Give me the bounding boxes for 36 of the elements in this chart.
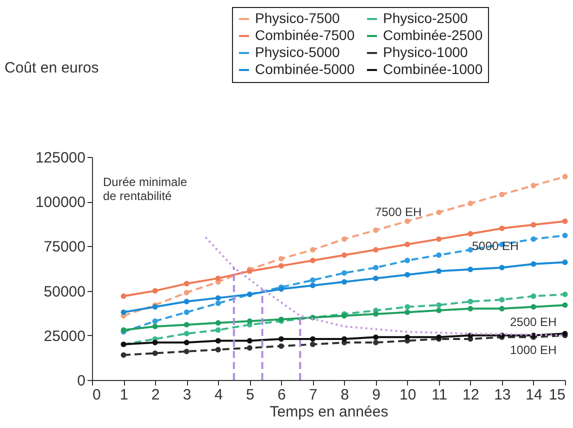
x-tick-label: 7 xyxy=(309,386,318,404)
x-tick-label: 3 xyxy=(182,386,192,404)
x-tick-label: 10 xyxy=(399,386,416,404)
legend-label: Combinée-5000 xyxy=(255,61,355,77)
x-tick-label: 8 xyxy=(340,386,349,404)
x-tick-label: 9 xyxy=(372,386,380,404)
x-tick-label: 0 xyxy=(92,386,101,404)
y-tick-label: 100000 xyxy=(35,194,86,212)
y-tick-label: 25000 xyxy=(44,328,86,345)
x-tick-label: 6 xyxy=(278,386,286,404)
x-tick-label: 14 xyxy=(526,386,542,404)
x-axis-title: Temps en années xyxy=(270,404,388,420)
y-tick-label: 50000 xyxy=(44,283,86,300)
legend-label: Physico-2500 xyxy=(383,10,468,26)
x-tick-label: 4 xyxy=(214,386,223,404)
x-tick-label: 5 xyxy=(246,386,254,404)
y-tick-label: 75000 xyxy=(44,238,86,256)
x-tick-label: 12 xyxy=(462,386,480,404)
annotation: Durée minimale de rentabilité xyxy=(103,175,188,203)
x-tick-label: 1 xyxy=(120,386,128,404)
legend-label: Physico-5000 xyxy=(255,44,340,60)
x-tick-label: 13 xyxy=(494,386,511,404)
legend-label: Physico-7500 xyxy=(255,10,340,26)
y-axis-title: Coût en euros xyxy=(4,60,99,76)
x-tick-label: 2 xyxy=(151,386,160,404)
y-tick-label: 0 xyxy=(77,372,86,390)
legend-label: Combinée-1000 xyxy=(383,61,483,77)
x-tick-label: 15 xyxy=(548,386,566,404)
x-tick-label: 11 xyxy=(432,386,448,404)
legend-label: Combinée-2500 xyxy=(383,27,483,43)
y-tick-label: 125000 xyxy=(35,150,86,166)
legend-label: Physico-1000 xyxy=(383,44,468,60)
annotation: 2500 EH xyxy=(510,315,557,329)
legend-label: Combinée-7500 xyxy=(255,27,355,43)
annotation: 7500 EH xyxy=(375,205,422,219)
annotation: 1000 EH xyxy=(510,343,557,357)
